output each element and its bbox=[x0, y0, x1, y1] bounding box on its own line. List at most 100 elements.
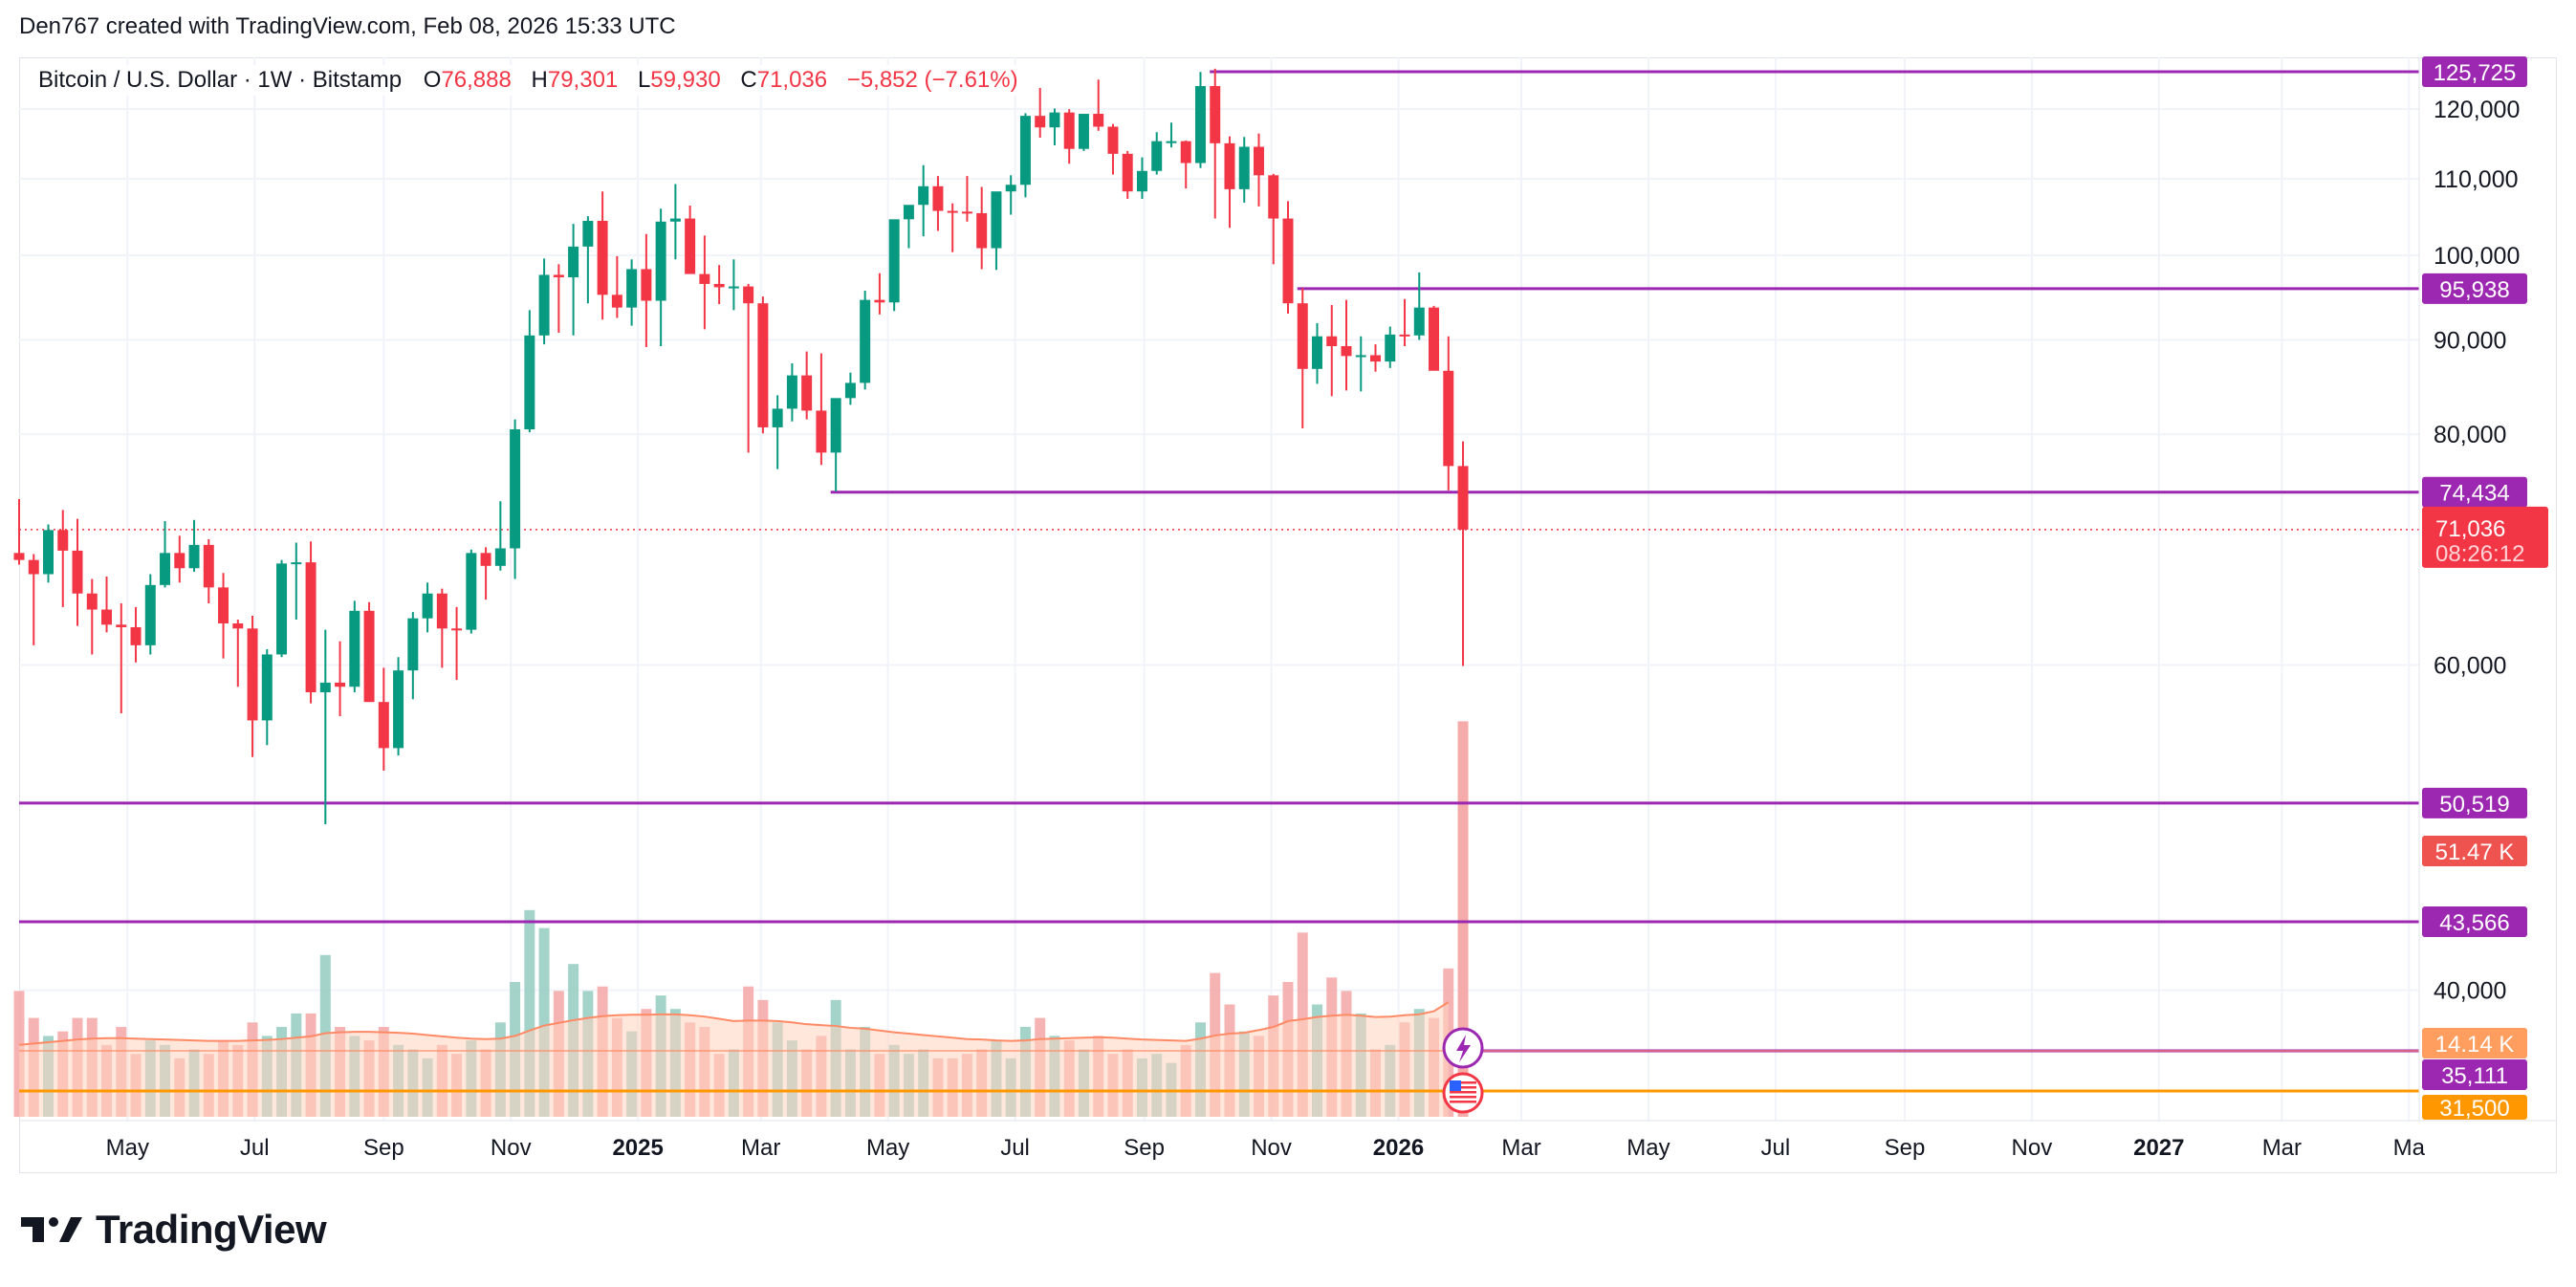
candle-body bbox=[888, 219, 900, 303]
us-flag-stripe bbox=[1450, 1081, 1477, 1084]
axes: 40,00060,00080,00090,000100,000110,00012… bbox=[19, 57, 2557, 1161]
candle-body bbox=[874, 299, 885, 303]
price-tag-125725-bg bbox=[2422, 56, 2527, 88]
x-tick-label: Nov bbox=[2012, 1135, 2053, 1161]
x-tick-label: 2025 bbox=[612, 1135, 663, 1161]
candle-body bbox=[393, 670, 404, 749]
candle-body bbox=[1429, 307, 1440, 371]
candle-body bbox=[1107, 126, 1119, 154]
candle-body bbox=[218, 587, 229, 623]
candle-body bbox=[568, 246, 579, 278]
candle-body bbox=[1005, 185, 1016, 192]
candle-body bbox=[1341, 345, 1352, 357]
price-tag-74434-text: 74,434 bbox=[2439, 481, 2509, 507]
candle-body bbox=[1194, 86, 1206, 164]
price-tag-74434-bg bbox=[2422, 476, 2527, 508]
change-value: −5,852 (−7.61%) bbox=[846, 67, 1018, 93]
close-value: 71,036 bbox=[756, 67, 828, 93]
x-tick-label: May bbox=[1626, 1135, 1670, 1161]
candle-body bbox=[247, 628, 258, 721]
x-tick-label: Sep bbox=[1885, 1135, 1926, 1161]
tradingview-logo[interactable]: TradingView bbox=[19, 1207, 327, 1253]
candle-body bbox=[86, 593, 98, 610]
candle-body bbox=[1136, 170, 1147, 192]
us-flag-stripe bbox=[1450, 1086, 1477, 1089]
price-tag-50519-bg bbox=[2422, 787, 2527, 818]
candle-body bbox=[757, 303, 769, 427]
y-tick-label: 80,000 bbox=[2434, 422, 2506, 448]
candle-body bbox=[1224, 142, 1235, 189]
last-price-tag-bg bbox=[2422, 506, 2548, 568]
horizontal-levels bbox=[19, 70, 2419, 1093]
x-tick-label: Sep bbox=[1124, 1135, 1165, 1161]
candle-body bbox=[1399, 334, 1410, 337]
volume-bar bbox=[538, 927, 550, 1117]
price-tags: 125,725 95,938 74,434 50,519 43,566 71,03608:… bbox=[2422, 56, 2548, 1122]
candle-body bbox=[72, 550, 83, 594]
candle-body bbox=[363, 610, 375, 703]
volume-ma-tag-bg bbox=[2422, 1028, 2527, 1058]
price-tag-43566-bg bbox=[2422, 906, 2527, 938]
candle-body bbox=[641, 269, 652, 301]
candle-body bbox=[494, 548, 506, 566]
high-label: H bbox=[531, 67, 548, 93]
y-tick-label: 90,000 bbox=[2434, 327, 2506, 354]
candle-body bbox=[101, 609, 113, 625]
x-tick-label: Ma bbox=[2393, 1135, 2426, 1161]
candle-body bbox=[903, 205, 914, 220]
price-tag-35111-text: 35,111 bbox=[2441, 1063, 2508, 1089]
candle-body bbox=[28, 559, 39, 575]
candle-body bbox=[713, 283, 725, 288]
candle-body bbox=[422, 593, 433, 619]
candle-body bbox=[786, 375, 797, 409]
candle-body bbox=[349, 610, 360, 687]
x-tick-label: 2026 bbox=[1373, 1135, 1424, 1161]
candle-body bbox=[378, 702, 389, 749]
open-value: 76,888 bbox=[441, 67, 512, 93]
candle-body bbox=[160, 553, 171, 585]
candle-body bbox=[1035, 116, 1046, 128]
candle-body bbox=[976, 212, 988, 249]
event-icons bbox=[1442, 1027, 1484, 1114]
candle-body bbox=[305, 562, 317, 693]
volume-bar bbox=[524, 909, 535, 1117]
candle-body bbox=[1312, 336, 1322, 369]
us-flag-stripe bbox=[1450, 1091, 1477, 1094]
x-tick-label: Jul bbox=[1000, 1135, 1030, 1161]
candle-body bbox=[203, 544, 214, 588]
candle-body bbox=[1210, 86, 1221, 143]
x-tick-label: Nov bbox=[491, 1135, 532, 1161]
candle-body bbox=[597, 220, 608, 295]
grid-lines bbox=[19, 57, 2419, 1121]
candles bbox=[13, 68, 1469, 825]
candle-body bbox=[188, 544, 200, 569]
us-flag-stripe bbox=[1450, 1096, 1477, 1099]
candle-body bbox=[1297, 303, 1308, 369]
price-tag-125725-text: 125,725 bbox=[2434, 60, 2517, 86]
candle-body bbox=[1385, 334, 1396, 362]
last-volume-tag-text: 51.47 K bbox=[2435, 840, 2515, 865]
candle-body bbox=[174, 553, 186, 569]
price-tag-31500-text: 31,500 bbox=[2439, 1096, 2509, 1122]
candle-body bbox=[43, 530, 54, 575]
candle-body bbox=[991, 191, 1002, 249]
low-label: L bbox=[637, 67, 651, 93]
candle-body bbox=[743, 286, 754, 304]
lightning-event-icon bbox=[1442, 1027, 1484, 1069]
candle-body bbox=[291, 562, 302, 565]
candle-body bbox=[480, 553, 491, 566]
candle-body bbox=[961, 211, 972, 214]
us-flag-event-icon bbox=[1442, 1072, 1484, 1114]
candle-body bbox=[947, 210, 958, 213]
y-tick-label: 60,000 bbox=[2434, 653, 2506, 680]
symbol-title[interactable]: Bitcoin / U.S. Dollar · 1W · Bitstamp bbox=[38, 67, 403, 93]
candle-body bbox=[553, 274, 564, 278]
price-tag-35111-bg bbox=[2422, 1059, 2527, 1090]
candle-body bbox=[466, 553, 477, 630]
y-tick-label: 120,000 bbox=[2434, 97, 2520, 123]
candle-body bbox=[582, 220, 594, 247]
candle-body bbox=[918, 185, 929, 206]
candle-body bbox=[130, 626, 142, 645]
last-price-tag-text: 71,036 bbox=[2435, 516, 2505, 542]
